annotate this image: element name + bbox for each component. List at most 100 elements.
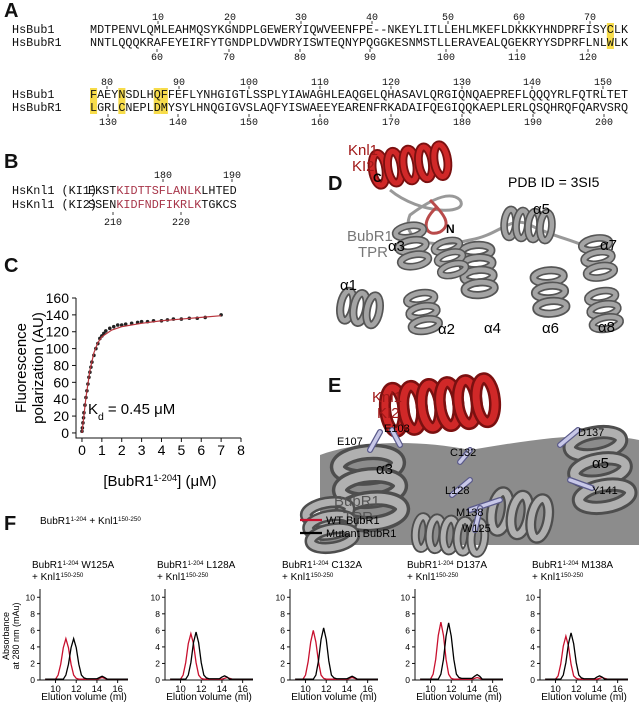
- panel-letter: D: [328, 173, 342, 195]
- position-number: 20: [224, 13, 236, 24]
- sequence-flank: EKST: [88, 184, 116, 198]
- residue-highlight: [160, 88, 168, 101]
- position-number: 120: [579, 53, 597, 64]
- helix-turn: [574, 480, 635, 513]
- y-tick-label: 8: [405, 609, 410, 619]
- position-number: 110: [508, 53, 526, 64]
- sequence: MDTPENVLQMLEAHMQSYKGNDPLGEWERYIQWVEENFPE…: [90, 23, 629, 37]
- helix-turn: [431, 142, 451, 180]
- y-tick-label: 2: [405, 658, 410, 668]
- knl1-sequence: EKSTKIDTTSFLANLKLHTED: [88, 184, 237, 198]
- y-tick-label: 8: [30, 609, 35, 619]
- x-axis-label: Elution volume (ml): [291, 692, 377, 703]
- panel-letter: C: [4, 255, 18, 277]
- residue-highlight: [118, 88, 126, 101]
- title-part: + Knl1: [157, 572, 186, 583]
- y-tick-label: 4: [155, 642, 160, 652]
- title-part: L128A: [206, 560, 235, 571]
- y-tick-label: 100: [46, 341, 70, 357]
- position-number: 60: [513, 13, 525, 24]
- data-point: [111, 324, 116, 329]
- structure-label: BubR1: [347, 228, 393, 245]
- panel-letter: B: [4, 151, 18, 173]
- x-tick-label: 0: [78, 442, 86, 458]
- x-tick-label: 14: [592, 684, 603, 695]
- loop: [424, 198, 448, 235]
- y-axis-label: polarization (AU): [30, 312, 47, 424]
- helix-turn: [462, 279, 497, 298]
- data-point: [119, 323, 124, 327]
- helix-turn: [398, 251, 431, 269]
- y-tick-label: 4: [405, 642, 410, 652]
- structure-label: TPR: [358, 244, 388, 261]
- protein-name: HsBub1: [12, 88, 54, 102]
- y-tick-label: 140: [46, 307, 70, 323]
- structure-label: E107: [337, 436, 363, 448]
- helix: [403, 288, 443, 336]
- helix: [336, 286, 384, 330]
- y-tick-label: 2: [530, 658, 535, 668]
- position-number: 100: [240, 78, 258, 89]
- y-tick-label: 0: [61, 425, 69, 441]
- position-number: 120: [382, 78, 400, 89]
- position-number: 140: [169, 118, 187, 129]
- protein-name: HsBubR1: [12, 101, 62, 115]
- x-axis-label: Elution volume (ml): [541, 692, 627, 703]
- y-tick-label: 0: [30, 675, 35, 685]
- elution-trace: [170, 631, 253, 680]
- x-tick-label: 12: [71, 684, 82, 695]
- title-part: C132A: [331, 560, 362, 571]
- helix-turn: [584, 263, 617, 281]
- structure-label: α3: [376, 461, 393, 478]
- y-tick-label: 8: [155, 609, 160, 619]
- kd-subscript: d: [98, 411, 104, 423]
- data-point: [123, 322, 128, 326]
- position-number: 60: [151, 53, 163, 64]
- kd-value: = 0.45 μM: [108, 401, 175, 418]
- position-number: 190: [524, 118, 542, 129]
- sequence: FAEYNSDLHQFFEFLYNHGIGTLSSPLYIAWAGHLEAQGE…: [90, 88, 628, 102]
- chart-title: BubR11-204 W125A: [32, 560, 115, 572]
- knl1-sequence: SSENKIDFNDFIKRLKTGKCS: [88, 198, 237, 212]
- side-chain: [568, 478, 594, 490]
- structure-label: α4: [484, 320, 501, 337]
- position-number: 110: [311, 78, 329, 89]
- x-tick-label: 14: [217, 684, 228, 695]
- x-tick-label: 16: [362, 684, 373, 695]
- structure-label: α2: [438, 321, 455, 338]
- x-tick-label: 8: [237, 442, 245, 458]
- x-tick-label: 14: [92, 684, 103, 695]
- structure-label: C132: [450, 447, 476, 459]
- y-tick-label: 10: [151, 592, 161, 602]
- x-tick-label: 6: [197, 442, 205, 458]
- chart-subtitle: + Knl1150-250: [407, 572, 459, 584]
- sequence-flank: SSEN: [88, 198, 116, 212]
- position-number: 50: [442, 13, 454, 24]
- position-number: 200: [595, 118, 613, 129]
- structure-label: α5: [592, 455, 609, 472]
- position-number: 190: [223, 171, 241, 182]
- x-label-part: [BubR1: [103, 473, 153, 490]
- chart-title: BubR11-204 C132A: [282, 560, 362, 572]
- position-number: 210: [104, 218, 122, 229]
- position-number: 40: [366, 13, 378, 24]
- y-tick-label: 2: [155, 658, 160, 668]
- panel-letter: F: [4, 513, 16, 535]
- position-number: 70: [584, 13, 596, 24]
- title-part: BubR1: [407, 560, 438, 571]
- data-point: [129, 321, 134, 326]
- y-tick-label: 2: [280, 658, 285, 668]
- helix-turn: [472, 374, 499, 426]
- x-tick-label: 10: [550, 684, 561, 695]
- panel-letter: A: [4, 0, 18, 22]
- axis: [75, 298, 241, 439]
- y-tick-label: 4: [280, 642, 285, 652]
- helix-turn: [590, 314, 623, 332]
- position-number: 220: [172, 218, 190, 229]
- side-chain: [450, 478, 472, 497]
- elution-trace: [420, 622, 503, 680]
- x-tick-label: 5: [177, 442, 185, 458]
- position-number: 90: [173, 78, 185, 89]
- y-axis-label: Fluorescence: [13, 323, 30, 413]
